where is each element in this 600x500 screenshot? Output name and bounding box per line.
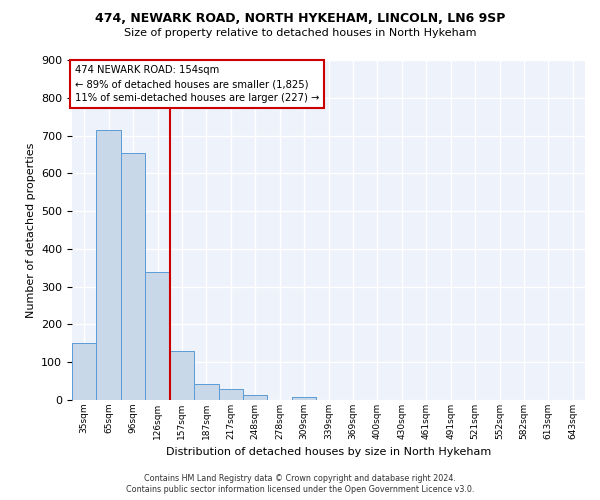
Bar bbox=[121, 152, 145, 400]
Bar bbox=[194, 384, 218, 400]
Bar bbox=[243, 396, 268, 400]
Bar bbox=[170, 351, 194, 400]
Y-axis label: Number of detached properties: Number of detached properties bbox=[26, 142, 35, 318]
Text: 474, NEWARK ROAD, NORTH HYKEHAM, LINCOLN, LN6 9SP: 474, NEWARK ROAD, NORTH HYKEHAM, LINCOLN… bbox=[95, 12, 505, 26]
X-axis label: Distribution of detached houses by size in North Hykeham: Distribution of detached houses by size … bbox=[166, 448, 491, 458]
Bar bbox=[97, 130, 121, 400]
Bar bbox=[292, 397, 316, 400]
Text: Contains HM Land Registry data © Crown copyright and database right 2024.
Contai: Contains HM Land Registry data © Crown c… bbox=[126, 474, 474, 494]
Text: 474 NEWARK ROAD: 154sqm
← 89% of detached houses are smaller (1,825)
11% of semi: 474 NEWARK ROAD: 154sqm ← 89% of detache… bbox=[74, 65, 319, 103]
Bar bbox=[218, 388, 243, 400]
Text: Size of property relative to detached houses in North Hykeham: Size of property relative to detached ho… bbox=[124, 28, 476, 38]
Bar bbox=[145, 272, 170, 400]
Bar bbox=[72, 344, 97, 400]
